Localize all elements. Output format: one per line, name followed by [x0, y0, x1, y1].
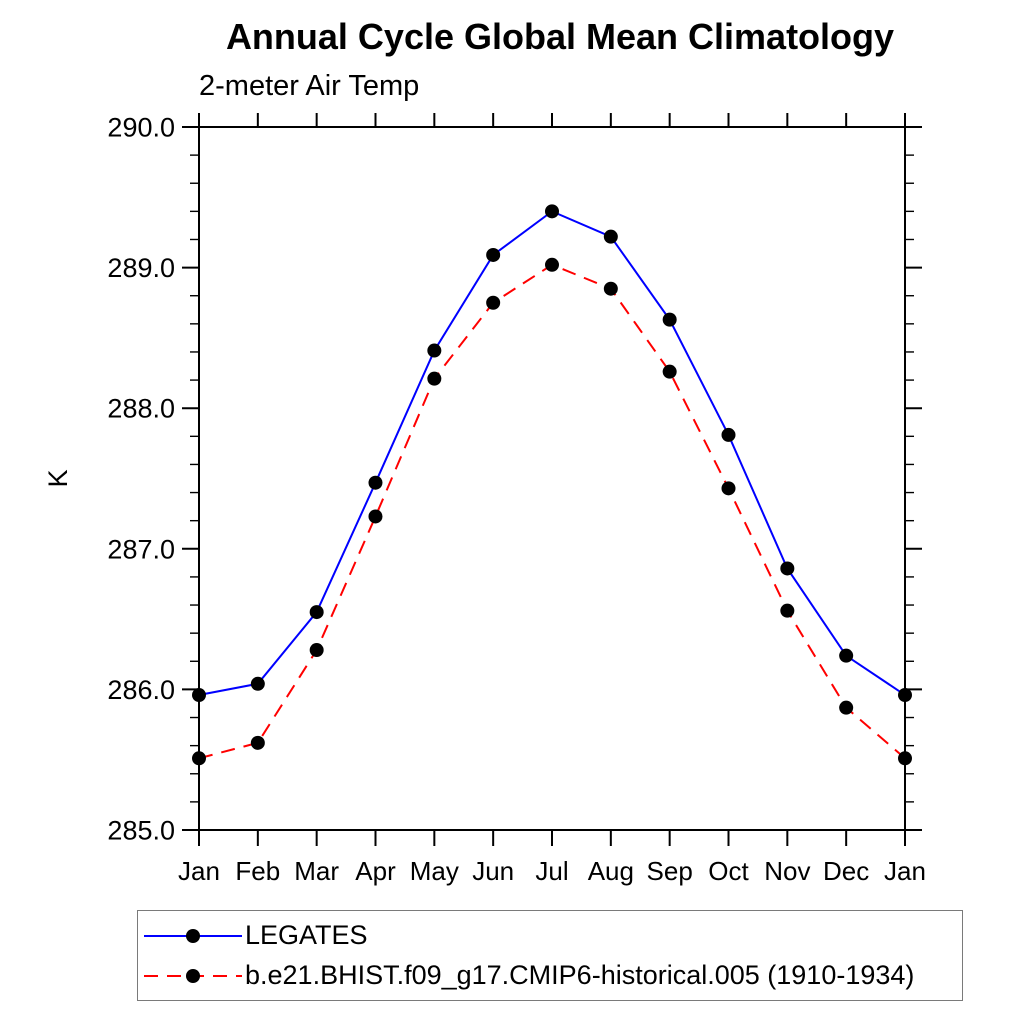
x-tick-labels: Jan Feb Mar Apr May Jun Jul Aug Sep Oct Nov Dec Jan — [178, 856, 926, 886]
x-tick-label: Oct — [708, 856, 749, 886]
x-tick-label: Dec — [823, 856, 869, 886]
data-point-marker — [721, 481, 736, 496]
y-tick-label: 285.0 — [107, 815, 175, 845]
series-line — [198, 263, 906, 760]
data-point-marker — [192, 751, 206, 766]
data-point-marker — [662, 364, 677, 379]
data-point-marker — [368, 475, 383, 490]
data-point-marker — [427, 371, 442, 386]
data-point-marker — [192, 688, 206, 703]
x-tick-label: Nov — [764, 856, 810, 886]
legend-row-legates: LEGATES — [141, 917, 962, 955]
legend-marker-icon — [186, 968, 200, 983]
x-tick-label: Sep — [647, 856, 693, 886]
data-point-marker — [721, 427, 736, 442]
y-tick-label: 288.0 — [107, 394, 175, 424]
data-point-marker — [250, 735, 265, 750]
data-point-marker — [427, 343, 442, 358]
x-tick-label: Jun — [472, 856, 514, 886]
legend-line-sample-dashed-red — [144, 968, 242, 983]
data-point-marker — [603, 281, 618, 296]
series-line — [198, 210, 906, 697]
plot-frame — [198, 126, 906, 831]
y-tick-label: 289.0 — [107, 253, 175, 283]
data-point-marker — [780, 603, 795, 618]
y-tick-label: 290.0 — [107, 112, 175, 142]
x-tick-label: Jan — [884, 856, 926, 886]
y-tick-label: 287.0 — [107, 534, 175, 564]
data-point-marker — [486, 247, 501, 262]
legend-label-legates: LEGATES — [245, 920, 368, 950]
data-point-marker — [368, 509, 383, 524]
y-axis-ticks — [182, 126, 922, 831]
legend-row-model: b.e21.BHIST.f09_g17.CMIP6-historical.005… — [141, 957, 962, 995]
data-point-marker — [898, 751, 912, 766]
x-tick-label: Apr — [355, 856, 396, 886]
legend-marker-icon — [186, 928, 200, 943]
series-model — [192, 257, 912, 766]
data-point-marker — [309, 643, 324, 658]
series-legates — [192, 204, 912, 703]
x-tick-label: Mar — [294, 856, 339, 886]
data-point-marker — [250, 676, 265, 691]
data-point-marker — [545, 257, 559, 272]
legend-line-sample-solid-blue — [144, 928, 242, 943]
data-point-marker — [545, 204, 559, 219]
x-tick-label: Aug — [588, 856, 634, 886]
data-point-marker — [486, 295, 501, 310]
x-tick-label: Jul — [535, 856, 568, 886]
x-axis-ticks — [198, 113, 906, 846]
chart-subtitle: 2-meter Air Temp — [199, 70, 420, 102]
y-tick-label: 286.0 — [107, 675, 175, 705]
x-tick-label: May — [410, 856, 459, 886]
data-point-marker — [309, 605, 324, 620]
data-point-marker — [898, 688, 912, 703]
chart-title: Annual Cycle Global Mean Climatology — [225, 16, 895, 57]
data-point-marker — [839, 700, 854, 715]
x-tick-label: Feb — [235, 856, 280, 886]
legend-label-model: b.e21.BHIST.f09_g17.CMIP6-historical.005… — [245, 960, 915, 990]
data-point-marker — [603, 229, 618, 244]
y-tick-labels: 285.0 286.0 287.0 288.0 289.0 290.0 — [107, 112, 175, 845]
plot-area: 285.0 286.0 287.0 288.0 289.0 290.0 Jan Feb Mar A… — [43, 112, 926, 886]
y-axis-title: K — [43, 469, 73, 487]
data-point-marker — [780, 561, 795, 576]
legend: LEGATES b.e21.BHIST.f09_g17.CMIP6-histor… — [137, 910, 963, 1001]
x-tick-label: Jan — [178, 856, 220, 886]
data-point-marker — [662, 312, 677, 327]
data-point-marker — [839, 648, 854, 663]
